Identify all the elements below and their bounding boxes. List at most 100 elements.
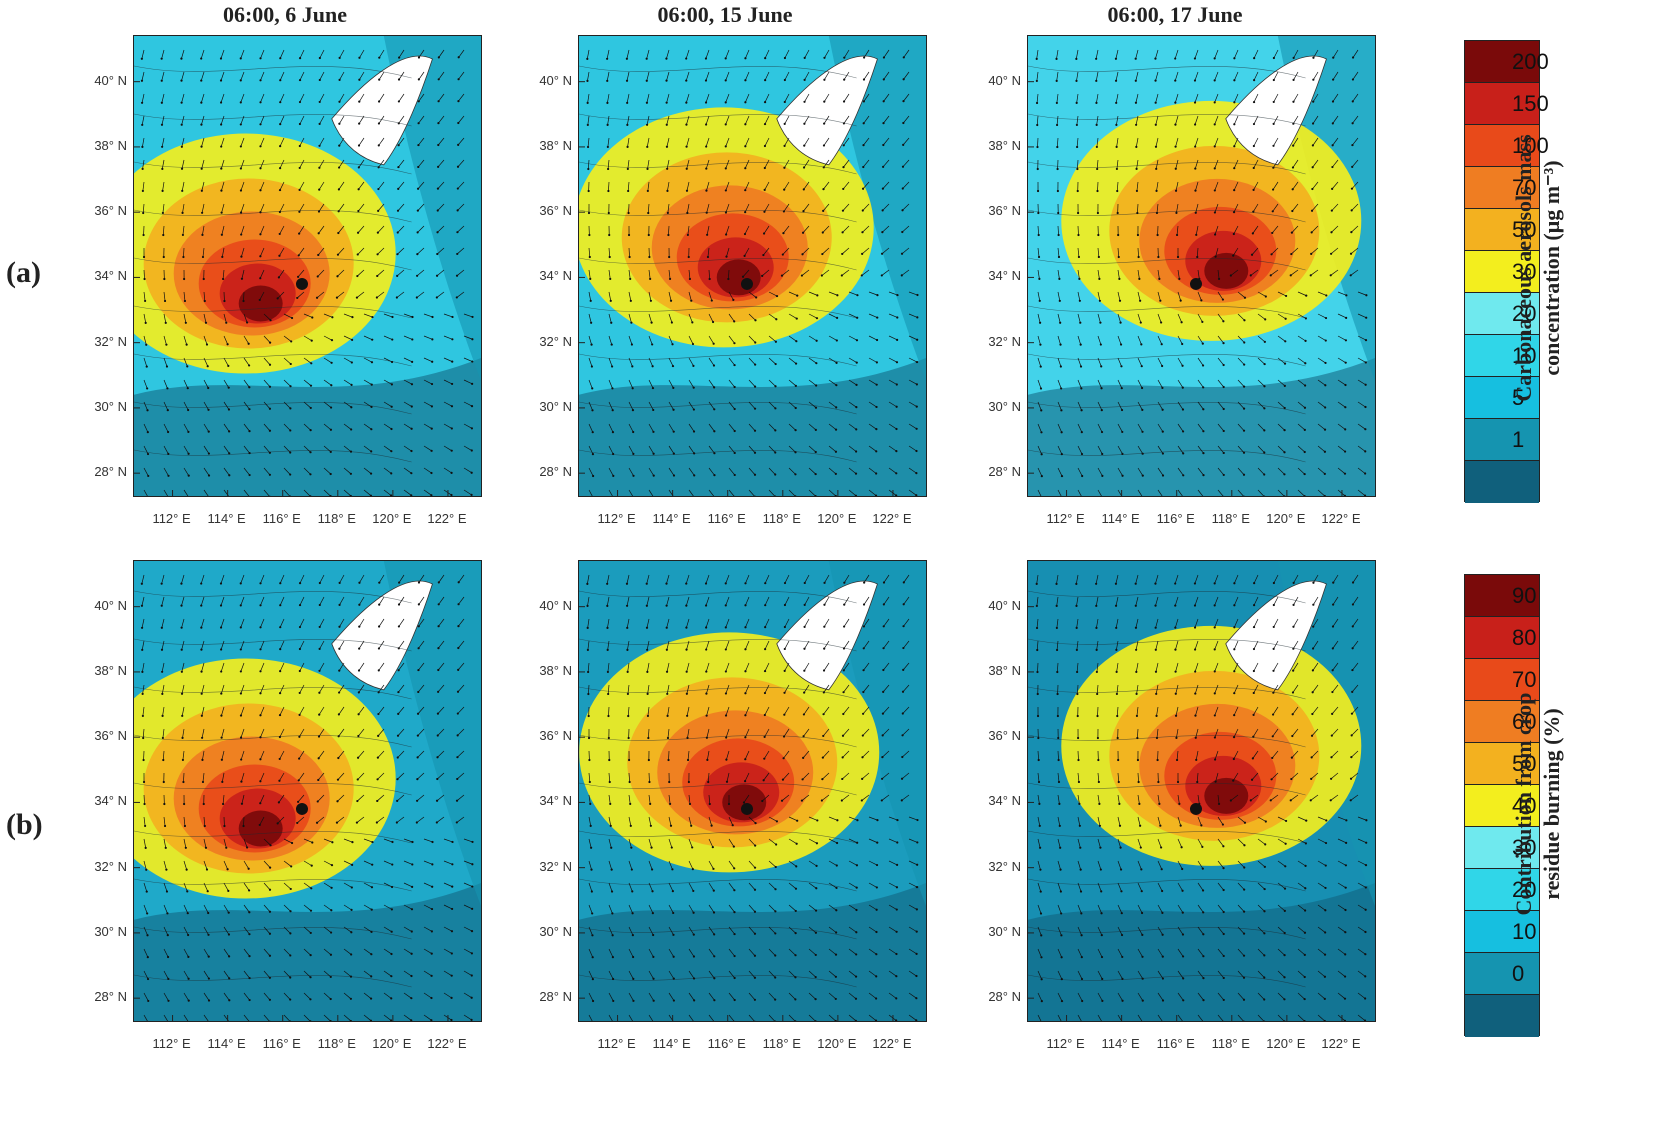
wind-vector-head: [336, 778, 340, 781]
wind-vector: [1174, 71, 1179, 81]
wind-vector-head: [431, 840, 434, 844]
wind-vector: [848, 379, 857, 386]
wind-vector: [443, 904, 453, 910]
wind-vector-head: [835, 406, 838, 409]
wind-vector: [263, 445, 271, 454]
wind-vector: [203, 882, 209, 892]
wind-vector: [383, 882, 393, 888]
wind-vector-head: [1272, 625, 1275, 629]
wind-vector: [1310, 772, 1319, 780]
wind-vector: [762, 794, 770, 802]
wind-vector: [1056, 71, 1059, 81]
wind-vector-head: [590, 846, 593, 849]
wind-vector: [1096, 115, 1099, 125]
wind-vector-head: [610, 868, 613, 871]
wind-vector: [163, 467, 169, 476]
wind-vector: [319, 684, 325, 693]
wind-vector-head: [794, 909, 797, 913]
wind-vector-head: [666, 189, 669, 192]
wind-vector-head: [350, 361, 353, 364]
wind-vector: [628, 882, 633, 892]
wind-vector-head: [207, 474, 211, 477]
wind-vector: [162, 750, 165, 760]
wind-vector: [357, 772, 365, 780]
wind-vector: [628, 379, 633, 389]
wind-vector: [908, 926, 917, 932]
wind-vector: [768, 860, 776, 868]
wind-vector: [458, 574, 465, 583]
wind-vector: [1177, 970, 1184, 979]
wind-vector-head: [435, 799, 439, 802]
wind-vector: [608, 313, 612, 323]
wind-vector-head: [794, 954, 797, 957]
wind-vector: [828, 291, 838, 296]
wind-vector: [203, 313, 207, 323]
wind-vector: [223, 948, 230, 957]
wind-vector: [843, 137, 850, 146]
wind-vector-head: [1181, 933, 1185, 936]
lon-label: 114° E: [1101, 1036, 1140, 1051]
wind-vector: [668, 794, 671, 804]
wind-vector: [902, 684, 910, 692]
wind-vector-head: [625, 57, 629, 60]
wind-vector-head: [753, 932, 757, 935]
wind-vector: [588, 357, 593, 367]
wind-vector: [646, 596, 650, 606]
wind-vector-head: [142, 758, 145, 762]
wind-vector-head: [900, 777, 904, 780]
wind-vector-head: [1058, 299, 1061, 302]
wind-vector-head: [856, 316, 859, 319]
lon-label: 116° E: [1156, 1036, 1195, 1051]
wind-vector-head: [744, 692, 747, 695]
wind-vector-head: [248, 955, 251, 958]
wind-vector-head: [783, 144, 786, 147]
wind-vector-head: [1098, 277, 1101, 280]
wind-vector-head: [686, 714, 689, 717]
wind-vector-head: [775, 820, 778, 823]
wind-vector-head: [289, 407, 292, 410]
wind-vector: [163, 489, 169, 496]
wind-vector: [343, 379, 352, 386]
wind-vector: [1312, 159, 1319, 168]
wind-vector: [240, 574, 245, 584]
wind-vector-head: [1213, 57, 1216, 60]
wind-vector: [437, 750, 445, 758]
wind-vector: [337, 247, 345, 255]
wind-vector-head: [219, 101, 223, 104]
wind-vector-head: [221, 255, 224, 258]
wind-vector-head: [269, 844, 272, 847]
wind-vector-head: [1055, 123, 1059, 127]
lat-label: 30° N: [988, 398, 1021, 414]
wind-vector-head: [1057, 758, 1060, 762]
wind-vector: [628, 816, 632, 826]
wind-vector-head: [692, 955, 696, 958]
wind-vector-head: [763, 713, 766, 717]
wind-vector-head: [1350, 230, 1353, 234]
wind-vector: [648, 489, 654, 496]
wind-vector: [358, 728, 365, 737]
wind-vector-head: [710, 824, 713, 827]
wind-vector: [1037, 335, 1041, 345]
wind-vector-head: [590, 890, 593, 893]
wind-vector: [457, 706, 465, 714]
wind-vector: [764, 159, 770, 169]
wind-vector-head: [1075, 626, 1078, 630]
wind-vector-head: [397, 165, 400, 169]
wind-vector: [143, 948, 149, 958]
legend-color-cell: [1465, 785, 1539, 827]
wind-vector: [279, 159, 285, 169]
wind-vector-head: [318, 691, 321, 694]
wind-vector: [1332, 137, 1339, 146]
wind-vector: [627, 181, 630, 191]
wind-vector-head: [1264, 295, 1267, 298]
wind-vector: [888, 926, 897, 933]
wind-vector-head: [397, 187, 400, 191]
wind-vector: [728, 313, 735, 322]
wind-vector: [1137, 926, 1143, 936]
wind-vector: [143, 489, 148, 496]
wind-vector: [588, 313, 592, 323]
wind-vector-head: [166, 934, 169, 937]
wind-vector: [728, 816, 734, 826]
wind-vector-head: [882, 56, 886, 59]
wind-vector-head: [1157, 255, 1160, 259]
